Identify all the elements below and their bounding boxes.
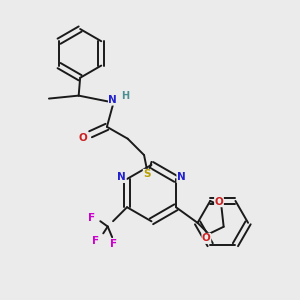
Text: F: F xyxy=(92,236,99,246)
Text: O: O xyxy=(79,133,88,143)
Text: N: N xyxy=(109,95,117,105)
Text: N: N xyxy=(117,172,126,182)
Text: S: S xyxy=(143,169,151,179)
Text: N: N xyxy=(177,172,186,182)
Text: O: O xyxy=(214,197,224,207)
Text: F: F xyxy=(110,239,117,249)
Text: H: H xyxy=(122,91,130,101)
Text: F: F xyxy=(88,213,95,223)
Text: O: O xyxy=(202,233,211,243)
